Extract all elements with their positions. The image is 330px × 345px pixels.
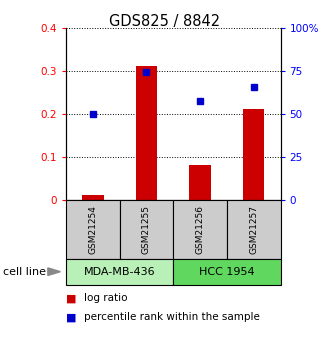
Bar	[136, 66, 157, 200]
Text: GDS825 / 8842: GDS825 / 8842	[110, 14, 220, 29]
Text: ■: ■	[66, 294, 77, 303]
Text: percentile rank within the sample: percentile rank within the sample	[84, 313, 260, 322]
Text: GSM21255: GSM21255	[142, 205, 151, 254]
Bar	[189, 165, 211, 200]
Text: GSM21256: GSM21256	[196, 205, 205, 254]
Text: log ratio: log ratio	[84, 294, 128, 303]
Text: MDA-MB-436: MDA-MB-436	[84, 267, 155, 277]
Text: HCC 1954: HCC 1954	[199, 267, 255, 277]
Text: GSM21254: GSM21254	[88, 205, 97, 254]
Text: GSM21257: GSM21257	[249, 205, 258, 254]
Text: ■: ■	[66, 313, 77, 322]
Bar	[82, 195, 104, 200]
Text: cell line: cell line	[3, 267, 46, 277]
Bar	[243, 109, 264, 200]
